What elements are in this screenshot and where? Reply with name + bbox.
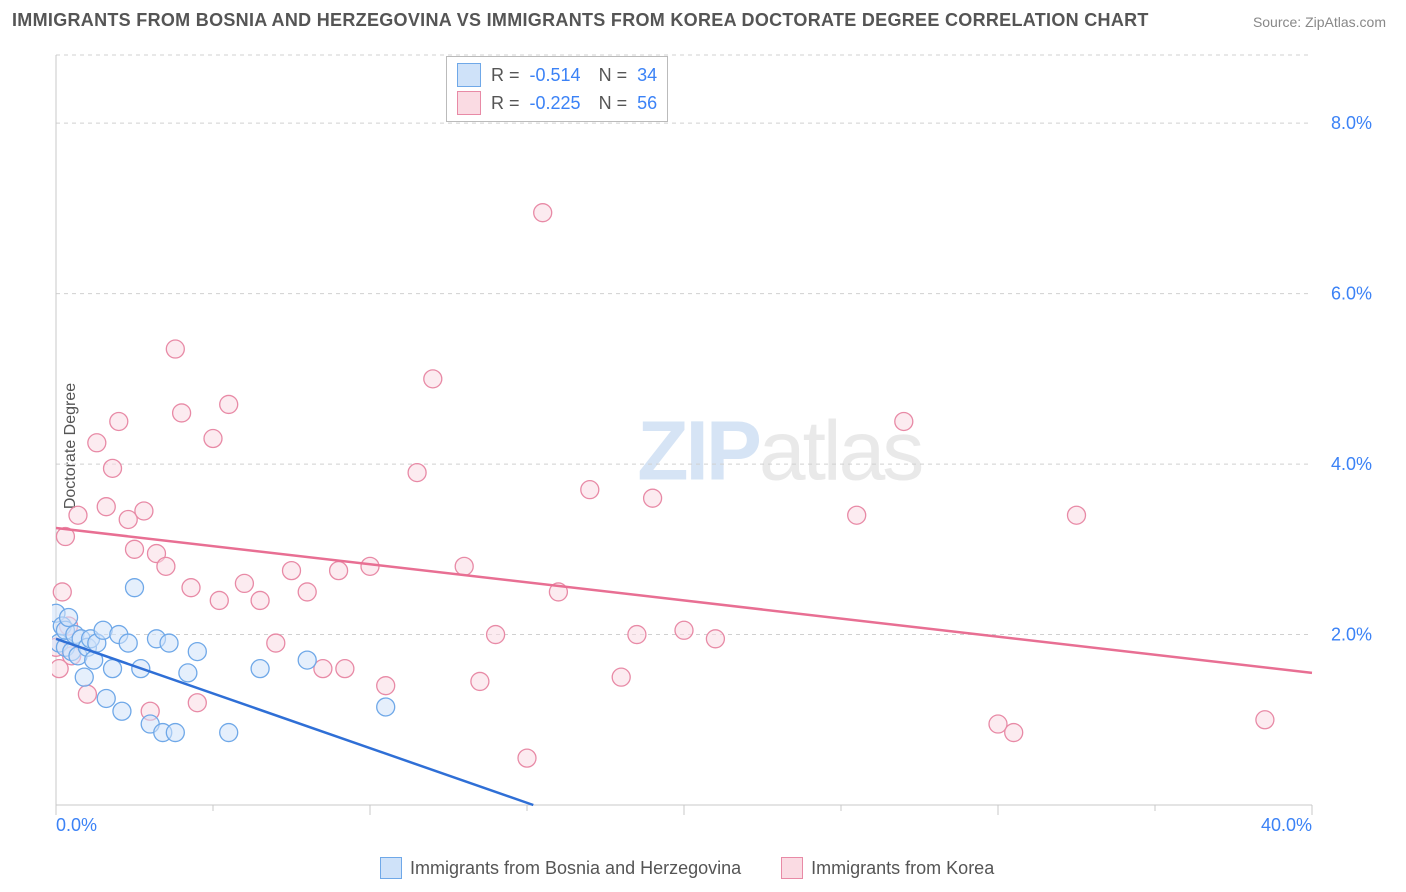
data-point-bosnia: [97, 689, 115, 707]
data-point-bosnia: [126, 579, 144, 597]
data-point-korea: [848, 506, 866, 524]
data-point-bosnia: [188, 643, 206, 661]
legend-swatch-bosnia: [457, 63, 481, 87]
data-point-korea: [97, 498, 115, 516]
data-point-bosnia: [75, 668, 93, 686]
data-point-bosnia: [113, 702, 131, 720]
data-point-korea: [487, 626, 505, 644]
data-point-bosnia: [119, 634, 137, 652]
data-point-korea: [220, 395, 238, 413]
data-point-korea: [336, 660, 354, 678]
data-point-bosnia: [160, 634, 178, 652]
legend-swatch-korea: [781, 857, 803, 879]
data-point-korea: [518, 749, 536, 767]
legend-correlation-box: R = -0.514 N = 34 R = -0.225 N = 56: [446, 56, 668, 122]
data-point-bosnia: [179, 664, 197, 682]
data-point-korea: [455, 557, 473, 575]
data-point-korea: [1005, 724, 1023, 742]
legend-r-label: R =: [491, 93, 520, 114]
legend-swatch-korea: [457, 91, 481, 115]
data-point-korea: [188, 694, 206, 712]
data-point-korea: [330, 562, 348, 580]
data-point-korea: [408, 464, 426, 482]
chart-svg: ZIPatlas 2.0% 4.0% 6.0% 8.0% 0.0% 40.0%: [52, 45, 1382, 835]
data-point-korea: [135, 502, 153, 520]
data-point-korea: [471, 672, 489, 690]
data-point-korea: [1068, 506, 1086, 524]
data-point-korea: [210, 591, 228, 609]
data-point-korea: [377, 677, 395, 695]
data-point-korea: [267, 634, 285, 652]
data-point-bosnia: [166, 724, 184, 742]
data-point-bosnia: [298, 651, 316, 669]
legend-row-bosnia: R = -0.514 N = 34: [457, 61, 657, 89]
y-tick-label: 6.0%: [1331, 284, 1372, 304]
legend-item-korea: Immigrants from Korea: [781, 857, 994, 879]
data-point-korea: [628, 626, 646, 644]
data-point-korea: [361, 557, 379, 575]
source-attribution: Source: ZipAtlas.com: [1253, 14, 1386, 30]
data-point-korea: [314, 660, 332, 678]
data-point-bosnia: [104, 660, 122, 678]
legend-series: Immigrants from Bosnia and Herzegovina Im…: [380, 857, 994, 879]
plot-area: ZIPatlas 2.0% 4.0% 6.0% 8.0% 0.0% 40.0%: [52, 45, 1382, 835]
data-point-korea: [534, 204, 552, 222]
data-point-korea: [166, 340, 184, 358]
data-point-korea: [104, 459, 122, 477]
regression-line-korea: [56, 528, 1312, 673]
data-point-korea: [126, 540, 144, 558]
data-point-korea: [110, 412, 128, 430]
data-point-korea: [424, 370, 442, 388]
data-point-korea: [119, 510, 137, 528]
data-point-korea: [989, 715, 1007, 733]
data-point-korea: [235, 574, 253, 592]
data-point-korea: [157, 557, 175, 575]
data-point-korea: [644, 489, 662, 507]
legend-series-label: Immigrants from Korea: [811, 858, 994, 879]
data-point-korea: [69, 506, 87, 524]
legend-r-value: -0.514: [530, 65, 581, 86]
legend-r-label: R =: [491, 65, 520, 86]
legend-n-label: N =: [599, 65, 628, 86]
legend-n-value: 56: [637, 93, 657, 114]
chart-container: IMMIGRANTS FROM BOSNIA AND HERZEGOVINA V…: [0, 0, 1406, 892]
data-point-bosnia: [220, 724, 238, 742]
data-point-bosnia: [251, 660, 269, 678]
legend-n-label: N =: [599, 93, 628, 114]
watermark: ZIPatlas: [637, 404, 921, 498]
data-point-korea: [182, 579, 200, 597]
data-point-korea: [53, 583, 71, 601]
data-point-korea: [581, 481, 599, 499]
data-point-korea: [78, 685, 96, 703]
data-point-korea: [1256, 711, 1274, 729]
data-point-korea: [283, 562, 301, 580]
y-tick-label: 8.0%: [1331, 113, 1372, 133]
data-point-korea: [298, 583, 316, 601]
legend-n-value: 34: [637, 65, 657, 86]
data-point-korea: [675, 621, 693, 639]
x-tick-label: 40.0%: [1261, 815, 1312, 835]
data-point-korea: [251, 591, 269, 609]
data-point-korea: [173, 404, 191, 422]
y-tick-label: 2.0%: [1331, 625, 1372, 645]
data-point-korea: [88, 434, 106, 452]
legend-r-value: -0.225: [530, 93, 581, 114]
legend-series-label: Immigrants from Bosnia and Herzegovina: [410, 858, 741, 879]
data-point-korea: [204, 430, 222, 448]
legend-row-korea: R = -0.225 N = 56: [457, 89, 657, 117]
chart-title: IMMIGRANTS FROM BOSNIA AND HERZEGOVINA V…: [12, 10, 1149, 31]
legend-swatch-bosnia: [380, 857, 402, 879]
legend-item-bosnia: Immigrants from Bosnia and Herzegovina: [380, 857, 741, 879]
data-point-korea: [895, 412, 913, 430]
x-tick-label: 0.0%: [56, 815, 97, 835]
data-point-korea: [612, 668, 630, 686]
data-point-korea: [706, 630, 724, 648]
regression-line-bosnia: [56, 639, 533, 805]
data-point-bosnia: [60, 609, 78, 627]
data-point-bosnia: [377, 698, 395, 716]
y-tick-label: 4.0%: [1331, 454, 1372, 474]
